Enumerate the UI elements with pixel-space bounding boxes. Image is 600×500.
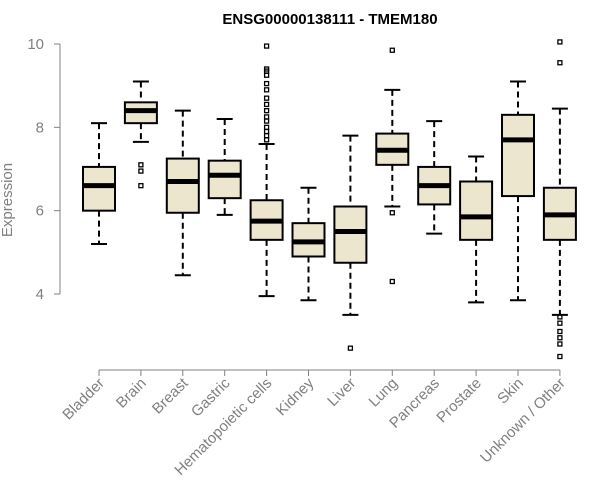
box [459, 180, 494, 241]
outlier-point [263, 133, 270, 139]
box-group [123, 80, 158, 189]
outlier-point [138, 168, 144, 174]
y-axis: 4 6 8 10 [27, 36, 61, 303]
box-group [291, 186, 326, 302]
y-tick-label: 10 [27, 36, 44, 53]
box [501, 113, 535, 198]
box-group [333, 134, 368, 351]
x-tick-label: Lung [366, 375, 402, 411]
outlier-point [263, 95, 270, 101]
outlier-point [263, 124, 270, 130]
chart-title: ENSG00000138111 - TMEM180 [222, 11, 437, 28]
box-group [542, 39, 577, 360]
outlier-point [138, 162, 144, 168]
outlier-point [557, 341, 563, 347]
y-tick-label: 4 [36, 286, 44, 303]
x-tick-label: Skin [494, 375, 527, 408]
outlier-point [389, 210, 395, 216]
box-series [82, 39, 577, 360]
outlier-point [557, 314, 563, 320]
outlier-point [347, 345, 354, 351]
box-group [82, 122, 116, 245]
outlier-point [557, 328, 563, 335]
outlier-point [557, 353, 563, 360]
outlier-point [263, 137, 270, 143]
outlier-point [557, 320, 563, 326]
box-group [165, 109, 200, 277]
box-group [459, 155, 494, 304]
y-tick-label: 8 [36, 119, 44, 136]
outlier-point [263, 80, 270, 87]
box-group [501, 80, 535, 302]
x-tick-label: Kidney [273, 374, 318, 419]
outlier-point [263, 87, 270, 93]
outlier-point [389, 278, 395, 285]
x-tick-label: Prostate [433, 375, 485, 427]
x-tick-label: Brain [113, 375, 150, 412]
outlier-point [263, 108, 270, 114]
outlier-point [263, 118, 270, 124]
box-group [207, 118, 242, 216]
x-tick-label: Bladder [59, 375, 108, 424]
outlier-point [557, 335, 563, 341]
outlier-point [263, 43, 270, 49]
y-tick-label: 6 [36, 203, 44, 220]
outlier-point [557, 39, 563, 45]
y-axis-label: Expression [0, 163, 16, 237]
outlier-point [263, 101, 270, 108]
outlier-point [557, 60, 563, 66]
x-tick-label: Liver [324, 375, 359, 410]
outlier-point [263, 72, 270, 78]
box [207, 159, 242, 200]
box [82, 165, 116, 212]
box-group [417, 120, 452, 235]
box [165, 157, 200, 214]
outlier-point [263, 128, 270, 135]
box-group [249, 43, 284, 298]
outlier-point [138, 183, 144, 189]
x-tick-label: Breast [149, 374, 192, 417]
box-group [375, 47, 410, 285]
outlier-point [389, 47, 395, 53]
box [333, 205, 368, 264]
outlier-point [263, 114, 270, 120]
